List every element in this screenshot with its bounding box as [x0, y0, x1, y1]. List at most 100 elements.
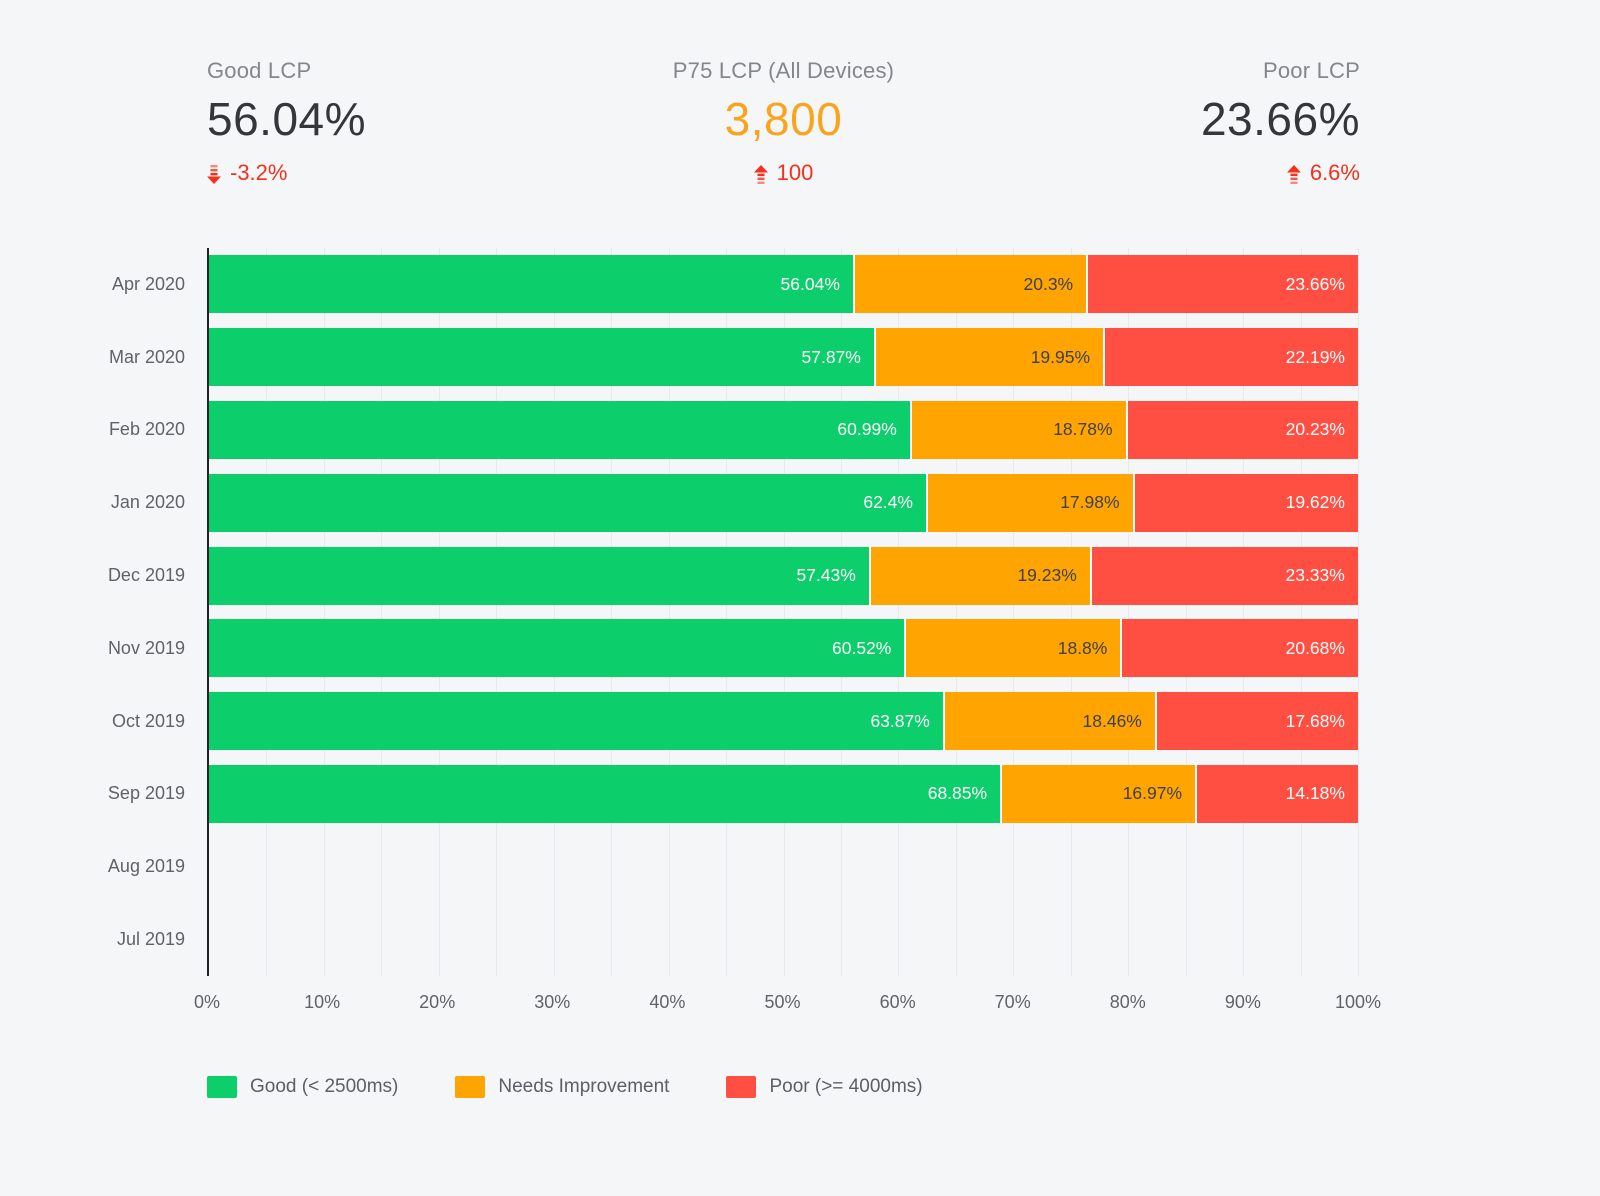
- kpi-row: Good LCP 56.04% -3.2% P75 LCP: [207, 58, 1360, 186]
- bar-segment-needs-improvement[interactable]: 19.95%: [873, 328, 1104, 387]
- legend-swatch-good: [207, 1075, 237, 1098]
- y-axis-label: Oct 2019: [111, 710, 185, 731]
- trend-down-icon: [207, 164, 221, 184]
- kpi-value: 23.66%: [1200, 93, 1360, 145]
- legend-swatch-poor: [726, 1075, 757, 1098]
- stacked-bar: 57.87% 19.95% 22.19%: [209, 328, 1358, 387]
- stacked-bar: 60.52% 18.8% 20.68%: [209, 619, 1358, 678]
- bar-segment-needs-improvement[interactable]: 18.8%: [904, 619, 1121, 678]
- legend: Good (< 2500ms) Needs Improvement Poor (>=…: [207, 1075, 1600, 1098]
- gridline: [553, 248, 555, 976]
- y-axis-label: Dec 2019: [107, 565, 185, 586]
- bar-segment-needs-improvement[interactable]: 18.78%: [909, 400, 1126, 459]
- bar-segment-good[interactable]: 68.85%: [209, 764, 1001, 823]
- kpi-delta: 100: [591, 160, 975, 186]
- trend-up-icon: [1286, 164, 1301, 184]
- stacked-bar: 68.85% 16.97% 14.18%: [209, 764, 1358, 823]
- gridline: [1243, 248, 1245, 976]
- bar-segment-good[interactable]: 63.87%: [209, 692, 943, 751]
- y-axis-label: Jan 2020: [110, 492, 185, 513]
- lcp-stacked-bar-chart: Apr 2020 Mar 2020 Feb 2020 Jan 2020 Dec 2019…: [0, 248, 1600, 1024]
- legend-label: Poor (>= 4000ms): [769, 1075, 923, 1097]
- gridline: [1358, 248, 1359, 976]
- gridline: [496, 248, 498, 976]
- kpi-card-good-lcp: Good LCP 56.04% -3.2%: [207, 58, 591, 186]
- bar-segment-good[interactable]: 56.04%: [209, 255, 853, 314]
- y-axis-label: Jul 2019: [116, 929, 185, 950]
- y-axis: Apr 2020 Mar 2020 Feb 2020 Jan 2020 Dec 2019…: [0, 248, 207, 976]
- bar-segment-needs-improvement[interactable]: 17.98%: [925, 473, 1133, 532]
- kpi-delta: 6.6%: [976, 160, 1360, 186]
- plot-area: 56.04% 20.3% 23.66% 57.87% 19.95% 22.19% 60.99…: [207, 248, 1359, 976]
- bar-segment-poor[interactable]: 23.33%: [1089, 546, 1358, 605]
- y-axis-label: Nov 2019: [107, 637, 185, 658]
- gridline: [1185, 248, 1187, 976]
- bar-row: 60.52% 18.8% 20.68%: [209, 612, 1358, 685]
- kpi-delta-value: -3.2%: [230, 160, 288, 185]
- bar-segment-good[interactable]: 60.99%: [209, 400, 910, 459]
- bar-segment-poor[interactable]: 20.68%: [1120, 619, 1358, 678]
- x-axis-tick: 90%: [1224, 991, 1261, 1012]
- gridline: [381, 248, 383, 976]
- kpi-delta-value: 6.6%: [1309, 160, 1360, 185]
- legend-swatch-needs-improvement: [455, 1075, 486, 1098]
- gridline: [898, 248, 900, 976]
- bar-segment-good[interactable]: 62.4%: [209, 473, 926, 532]
- gridline: [266, 248, 268, 976]
- y-axis-label: Sep 2019: [107, 783, 185, 804]
- legend-label: Needs Improvement: [498, 1075, 670, 1097]
- gridline: [1128, 248, 1130, 976]
- stacked-bar: 63.87% 18.46% 17.68%: [209, 692, 1358, 751]
- y-axis-label: Feb 2020: [108, 419, 185, 440]
- bar-row: 68.85% 16.97% 14.18%: [209, 758, 1358, 831]
- bar-segment-good[interactable]: 57.87%: [209, 328, 874, 387]
- bar-segment-good[interactable]: 57.43%: [209, 546, 869, 605]
- bar-segment-poor[interactable]: 17.68%: [1154, 692, 1358, 751]
- gridline: [611, 248, 613, 976]
- gridline: [783, 248, 785, 976]
- kpi-label: P75 LCP (All Devices): [672, 58, 895, 83]
- gridline: [1070, 248, 1072, 976]
- bar-row: [209, 830, 1358, 903]
- gridline: [438, 248, 440, 976]
- legend-item-good[interactable]: Good (< 2500ms): [207, 1075, 398, 1098]
- x-axis-tick: 60%: [879, 991, 916, 1012]
- gridline: [1300, 248, 1302, 976]
- trend-up-icon: [753, 164, 768, 184]
- bar-row: 57.87% 19.95% 22.19%: [209, 321, 1358, 394]
- x-axis-tick: 70%: [994, 991, 1031, 1012]
- bar-segment-good[interactable]: 60.52%: [209, 619, 905, 678]
- gridline: [955, 248, 957, 976]
- kpi-value: 3,800: [724, 93, 843, 145]
- bar-row: 60.99% 18.78% 20.23%: [209, 394, 1358, 467]
- x-axis-tick: 100%: [1334, 991, 1382, 1012]
- bar-row: 62.4% 17.98% 19.62%: [209, 466, 1358, 539]
- gridline: [668, 248, 670, 976]
- y-axis-label: Apr 2020: [111, 273, 185, 294]
- bar-segment-poor[interactable]: 14.18%: [1195, 764, 1358, 823]
- bar-segment-poor[interactable]: 19.62%: [1132, 473, 1358, 532]
- bar-segment-poor[interactable]: 23.66%: [1086, 255, 1358, 314]
- bar-segment-needs-improvement[interactable]: 20.3%: [852, 255, 1087, 314]
- stacked-bar: 62.4% 17.98% 19.62%: [209, 473, 1358, 532]
- legend-item-needs-improvement[interactable]: Needs Improvement: [455, 1075, 670, 1098]
- x-axis-tick: 20%: [419, 991, 456, 1012]
- bar-segment-needs-improvement[interactable]: 18.46%: [942, 692, 1155, 751]
- bar-segment-needs-improvement[interactable]: 19.23%: [868, 546, 1090, 605]
- kpi-label: Poor LCP: [1263, 58, 1360, 83]
- x-axis-tick: 30%: [534, 991, 571, 1012]
- kpi-card-p75-lcp: P75 LCP (All Devices) 3,800 100: [591, 58, 975, 186]
- x-axis-tick: 50%: [764, 991, 801, 1012]
- kpi-value: 56.04%: [207, 93, 367, 145]
- bar-segment-needs-improvement[interactable]: 16.97%: [1000, 764, 1196, 823]
- stacked-bar: 56.04% 20.3% 23.66%: [209, 255, 1358, 314]
- gridline: [1013, 248, 1015, 976]
- x-axis-tick: 80%: [1109, 991, 1146, 1012]
- kpi-card-poor-lcp: Poor LCP 23.66% 6.6%: [976, 58, 1360, 186]
- bar-row: 57.43% 19.23% 23.33%: [209, 539, 1358, 612]
- bar-segment-poor[interactable]: 20.23%: [1125, 400, 1358, 459]
- legend-item-poor[interactable]: Poor (>= 4000ms): [726, 1075, 923, 1098]
- bar-row: 56.04% 20.3% 23.66%: [209, 248, 1358, 321]
- gridline: [726, 248, 728, 976]
- bar-segment-poor[interactable]: 22.19%: [1103, 328, 1358, 387]
